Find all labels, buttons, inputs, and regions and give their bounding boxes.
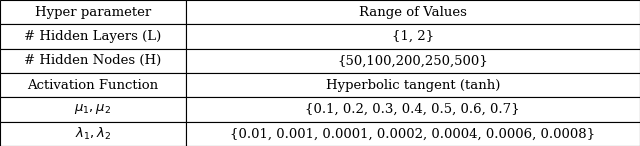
Text: Activation Function: Activation Function <box>28 79 158 92</box>
Bar <box>0 97 186 122</box>
Text: $\lambda_1, \lambda_2$: $\lambda_1, \lambda_2$ <box>75 126 111 142</box>
Text: Range of Values: Range of Values <box>359 6 467 19</box>
Text: {0.1, 0.2, 0.3, 0.4, 0.5, 0.6, 0.7}: {0.1, 0.2, 0.3, 0.4, 0.5, 0.6, 0.7} <box>305 103 520 116</box>
Text: Hyperbolic tangent (tanh): Hyperbolic tangent (tanh) <box>326 79 500 92</box>
Text: Hyper parameter: Hyper parameter <box>35 6 151 19</box>
Bar <box>0 73 186 97</box>
Bar <box>0 122 186 146</box>
Bar <box>186 0 640 24</box>
Text: {0.01, 0.001, 0.0001, 0.0002, 0.0004, 0.0006, 0.0008}: {0.01, 0.001, 0.0001, 0.0002, 0.0004, 0.… <box>230 127 595 140</box>
Bar <box>186 49 640 73</box>
Bar <box>0 49 186 73</box>
Text: $\mu_1, \mu_2$: $\mu_1, \mu_2$ <box>74 102 111 117</box>
Bar <box>186 24 640 49</box>
Bar <box>186 73 640 97</box>
Bar <box>0 0 186 24</box>
Bar <box>186 122 640 146</box>
Text: {1, 2}: {1, 2} <box>392 30 434 43</box>
Text: # Hidden Layers (L): # Hidden Layers (L) <box>24 30 161 43</box>
Bar <box>0 24 186 49</box>
Text: # Hidden Nodes (H): # Hidden Nodes (H) <box>24 54 161 67</box>
Bar <box>186 97 640 122</box>
Text: {50,100,200,250,500}: {50,100,200,250,500} <box>337 54 488 67</box>
